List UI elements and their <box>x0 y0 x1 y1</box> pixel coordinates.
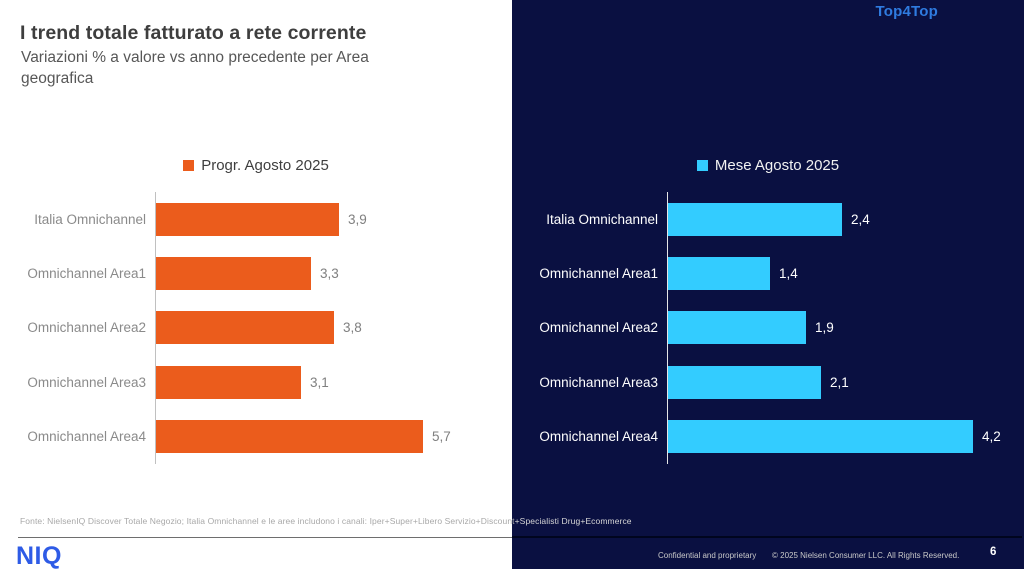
left-chart-legend: Progr. Agosto 2025 <box>0 157 512 174</box>
category-axis: Italia Omnichannel Omnichannel Area1 Omnic… <box>512 192 667 464</box>
category-label: Omnichannel Area3 <box>27 374 146 390</box>
legend-label: Progr. Agosto 2025 <box>201 157 329 174</box>
value-label: 3,8 <box>343 320 362 336</box>
category-axis: Italia Omnichannel Omnichannel Area1 Omnic… <box>0 192 155 464</box>
bar-row: 3,3 <box>156 246 512 300</box>
progr-agosto-bar-chart: Italia Omnichannel Omnichannel Area1 Omnic… <box>0 192 512 464</box>
category-label: Omnichannel Area4 <box>27 429 146 445</box>
bar-row: 4,2 <box>668 410 1024 464</box>
legend-label: Mese Agosto 2025 <box>714 157 840 174</box>
value-label: 3,1 <box>310 374 329 390</box>
value-label: 5,7 <box>432 429 451 445</box>
page-subtitle: Variazioni % a valore vs anno precedente… <box>21 49 369 87</box>
value-label: 1,4 <box>779 266 798 282</box>
category-label: Italia Omnichannel <box>546 211 658 227</box>
bar <box>668 311 806 345</box>
category-label: Omnichannel Area1 <box>27 266 146 282</box>
bar-row: 3,1 <box>156 355 512 409</box>
category-label: Italia Omnichannel <box>34 211 146 227</box>
bar <box>156 202 339 236</box>
category-label: Omnichannel Area2 <box>27 320 146 336</box>
bar <box>668 420 973 454</box>
source-note: Fonte: NielsenIQ Discover Totale Negozio… <box>20 516 632 526</box>
bar-row: 1,4 <box>668 246 1024 300</box>
bar <box>156 311 334 345</box>
value-label: 3,9 <box>348 211 367 227</box>
bar-row: 2,1 <box>668 355 1024 409</box>
page-number: 6 <box>990 546 997 558</box>
category-label: Omnichannel Area1 <box>539 266 658 282</box>
value-label: 2,4 <box>851 211 870 227</box>
top4top-label: Top4Top <box>875 3 938 20</box>
mese-agosto-bar-chart: Italia Omnichannel Omnichannel Area1 Omnic… <box>512 192 1024 464</box>
plot-area: 3,9 3,3 3,8 3,1 5,7 <box>155 192 512 464</box>
footer-divider-right <box>512 536 1022 538</box>
bar-row: 3,9 <box>156 192 512 246</box>
copyright-note: © 2025 Nielsen Consumer LLC. All Rights … <box>772 551 960 560</box>
category-label: Omnichannel Area3 <box>539 374 658 390</box>
value-label: 4,2 <box>982 429 1001 445</box>
bar <box>156 365 301 399</box>
bar <box>156 420 423 454</box>
plot-area: 2,4 1,4 1,9 2,1 4,2 <box>667 192 1024 464</box>
confidential-note: Confidential and proprietary <box>658 551 757 560</box>
bar-row: 5,7 <box>156 410 512 464</box>
left-panel: I trend totale fatturato a rete corrente… <box>0 0 512 569</box>
bar-row: 2,4 <box>668 192 1024 246</box>
right-panel: Top4Top Mese Agosto 2025 Italia Omnichan… <box>512 0 1024 569</box>
legend-swatch-cyan <box>696 160 708 171</box>
value-label: 1,9 <box>815 320 834 336</box>
bar-row: 1,9 <box>668 301 1024 355</box>
source-note-left: Fonte: NielsenIQ Discover Totale Negozio… <box>20 516 515 526</box>
category-label: Omnichannel Area4 <box>539 429 658 445</box>
value-label: 3,3 <box>320 266 339 282</box>
page-title: I trend totale fatturato a rete corrente <box>20 22 367 44</box>
value-label: 2,1 <box>830 374 849 390</box>
bar-row: 3,8 <box>156 301 512 355</box>
bar <box>156 257 311 291</box>
bar <box>668 365 821 399</box>
bar <box>668 257 770 291</box>
source-note-right: +Specialisti Drug+Ecommerce <box>514 516 632 526</box>
bar <box>668 202 842 236</box>
footer-divider-left <box>18 537 512 538</box>
niq-logo: NIQ <box>16 542 62 570</box>
right-chart-legend: Mese Agosto 2025 <box>512 157 1024 174</box>
category-label: Omnichannel Area2 <box>539 320 658 336</box>
legend-swatch-orange <box>183 160 195 171</box>
